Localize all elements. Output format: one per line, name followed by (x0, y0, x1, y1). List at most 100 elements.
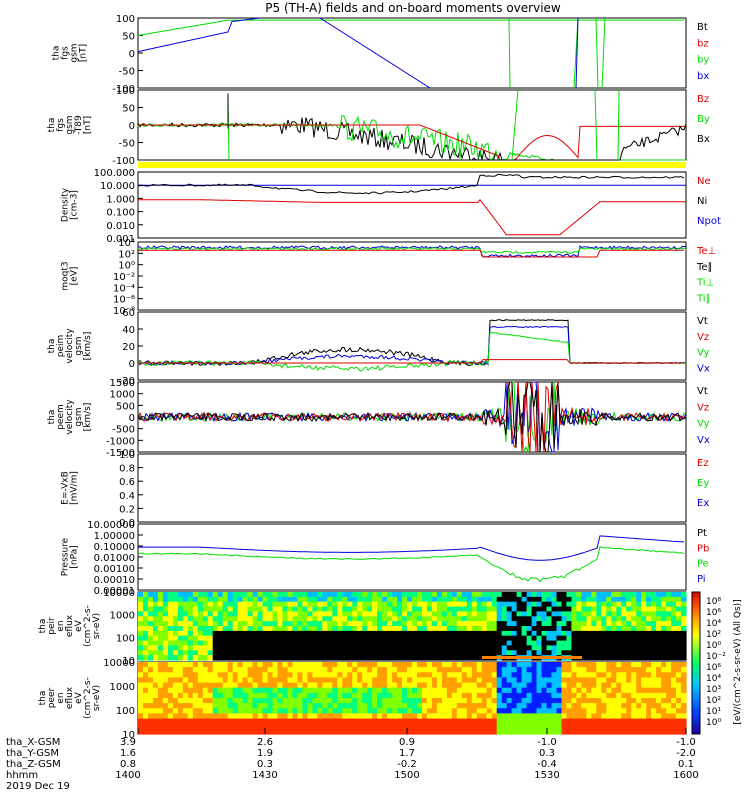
spectrogram-cell (192, 662, 199, 668)
spectrogram-cell (267, 601, 274, 608)
spectrogram-cell (466, 713, 473, 720)
spectrogram-cell (611, 621, 617, 627)
spectrogram-cell (202, 645, 209, 651)
spectrogram-cell (641, 616, 647, 622)
spectrogram-cell (227, 713, 234, 720)
spectrogram-cell (451, 687, 458, 694)
spectrogram-cell (566, 718, 572, 725)
spectrogram-cell (227, 728, 234, 735)
spectrogram-cell (646, 687, 652, 694)
spectrogram-cell (566, 650, 572, 656)
spectrogram-cell (476, 606, 483, 613)
spectrogram-cell (586, 645, 592, 651)
spectrogram-cell (641, 682, 647, 689)
spectrogram-cell (367, 596, 373, 603)
spectrogram-cell (661, 662, 667, 668)
spectrogram-cell (581, 606, 587, 613)
spectrogram-cell (232, 645, 239, 651)
spectrogram-cell (347, 596, 353, 603)
spectrogram-cell (671, 662, 677, 668)
spectrogram-cell (426, 718, 433, 725)
spectrogram-cell (172, 650, 179, 656)
spectrogram-cell (152, 606, 159, 613)
spectrogram-cell (446, 718, 453, 725)
spectrogram-cell (277, 606, 284, 613)
spectrogram-cell (207, 596, 214, 603)
spectrogram-cell (556, 626, 563, 632)
spectrogram-cell (282, 655, 289, 661)
spectrogram-cell (611, 703, 617, 709)
spectrogram-cell (252, 728, 259, 735)
spectrogram-cell (426, 692, 433, 699)
spectrogram-cell (591, 626, 597, 632)
spectrogram-cell (138, 640, 144, 647)
spectrogram-cell (422, 692, 428, 699)
spectrogram-cell (656, 611, 662, 617)
spectrogram-cell (666, 645, 672, 651)
spectrogram-cell (456, 621, 463, 627)
spectrogram-cell (661, 592, 667, 598)
spectrogram-cell (317, 596, 323, 603)
y-tick-label: 0.8 (119, 464, 135, 475)
spectrogram-cell (167, 667, 174, 673)
spectrogram-cell (357, 698, 363, 704)
spectrogram-cell (272, 630, 279, 637)
spectrogram-cell (521, 713, 528, 720)
spectrogram-cell (392, 655, 398, 661)
spectrogram-cell (486, 677, 493, 684)
legend-entry: by (697, 55, 709, 66)
colorbar-tick-label: 10³ (706, 685, 721, 695)
spectrogram-cell (277, 640, 284, 647)
spectrogram-cell (382, 698, 388, 704)
spectrogram-cell (606, 672, 612, 678)
spectrogram-cell (571, 635, 577, 642)
spectrogram-cell (138, 718, 144, 725)
spectrogram-cell (197, 718, 204, 725)
spectrogram-cell (357, 703, 363, 709)
spectrogram-cell (262, 667, 269, 673)
spectrogram-cell (252, 687, 259, 694)
spectrogram-cell (561, 621, 568, 627)
spectrogram-cell (192, 718, 199, 725)
spectrogram-cell (501, 708, 508, 714)
spectrogram-cell (397, 718, 403, 725)
legend-entry: Npot (697, 216, 721, 227)
spectrogram-cell (182, 662, 189, 668)
spectrogram-cell (526, 667, 533, 673)
spectrogram-cell (317, 667, 323, 673)
spectrogram-cell (357, 630, 363, 637)
spectrogram-cell (671, 713, 677, 720)
spectrogram-cell (616, 596, 622, 603)
spectrogram-cell (342, 703, 348, 709)
spectrogram-cell (506, 635, 513, 642)
spectrogram-cell (451, 645, 458, 651)
spectrogram-cell (177, 650, 184, 656)
y-tick-label: 40 (122, 325, 135, 336)
spectrogram-cell (661, 718, 667, 725)
y-tick-label: -100 (112, 156, 135, 167)
y-tick-label: 10² (118, 249, 135, 260)
spectrogram-cell (661, 692, 667, 699)
spectrogram-cell (591, 672, 597, 678)
spectrogram-cell (282, 606, 289, 613)
spectrogram-cell (352, 645, 358, 651)
spectrogram-cell (417, 601, 423, 608)
spectrogram-cell (646, 713, 652, 720)
spectrogram-cell (382, 655, 388, 661)
spectrogram-cell (247, 630, 254, 637)
legend-entry: Vx (697, 363, 710, 374)
x-row-value: 1400 (115, 770, 140, 781)
spectrogram-cell (671, 616, 677, 622)
spectrogram-cell (431, 703, 438, 709)
y-axis-label: Pressure (61, 537, 71, 576)
spectrogram-cell (451, 626, 458, 632)
spectrogram-cell (611, 645, 617, 651)
spectrogram-cell (456, 635, 463, 642)
spectrogram-cell (426, 640, 433, 647)
spectrogram-cell (501, 626, 508, 632)
spectrogram-cell (501, 687, 508, 694)
spectrogram-cell (571, 672, 577, 678)
spectrogram-cell (681, 592, 687, 598)
y-tick-label: 0.00001 (94, 586, 135, 597)
spectrogram-cell (138, 682, 144, 689)
